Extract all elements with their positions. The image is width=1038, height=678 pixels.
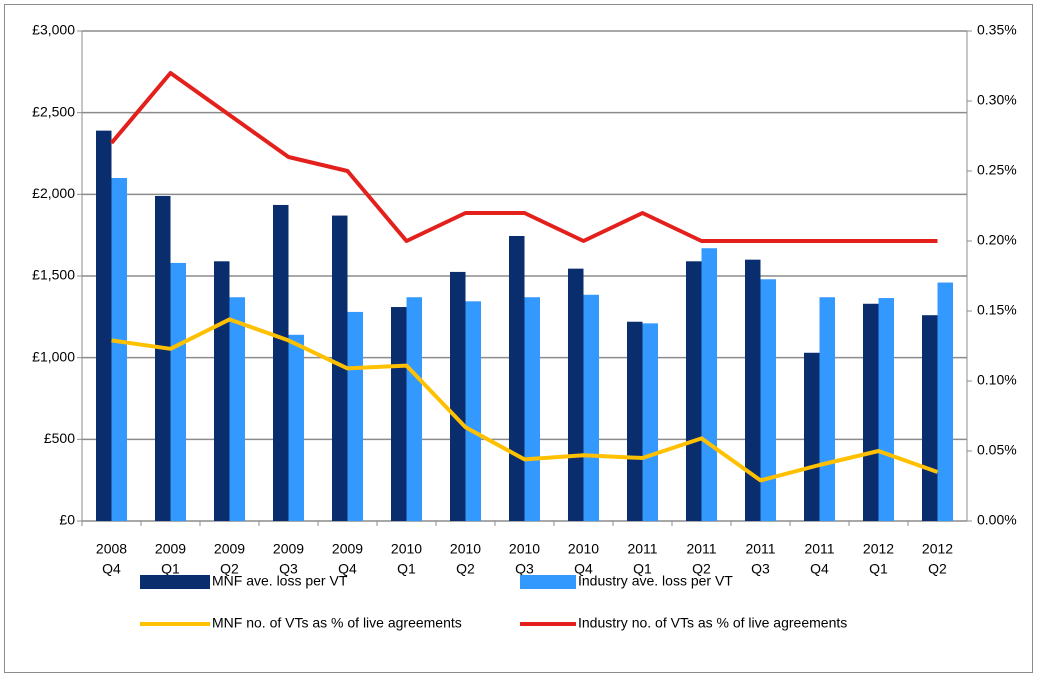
x-tick-label: Q4 bbox=[574, 561, 593, 577]
legend-swatch bbox=[520, 575, 576, 589]
bar bbox=[937, 282, 953, 521]
x-tick-label: Q4 bbox=[810, 561, 829, 577]
x-tick-label: 2009 bbox=[155, 541, 186, 557]
y2-tick-label: 0.15% bbox=[977, 302, 1017, 318]
x-tick-label: 2008 bbox=[96, 541, 127, 557]
bar bbox=[347, 311, 363, 521]
x-tick-label: 2011 bbox=[627, 541, 657, 557]
bar bbox=[273, 204, 289, 521]
x-tick-label: Q3 bbox=[515, 561, 534, 577]
legend-label: Industry ave. loss per VT bbox=[578, 573, 733, 589]
legend-label: MNF no. of VTs as % of live agreements bbox=[212, 615, 462, 631]
bar bbox=[583, 294, 599, 521]
x-tick-label: Q4 bbox=[338, 561, 357, 577]
bar bbox=[288, 334, 304, 521]
legend-swatch bbox=[140, 575, 210, 589]
x-tick-label: 2011 bbox=[686, 541, 716, 557]
y2-tick-label: 0.35% bbox=[977, 22, 1017, 38]
bar bbox=[760, 279, 776, 521]
y-tick-label: £2,000 bbox=[32, 185, 75, 201]
x-tick-label: 2012 bbox=[863, 541, 894, 557]
x-tick-label: Q1 bbox=[161, 561, 180, 577]
x-tick-label: 2011 bbox=[804, 541, 834, 557]
bar bbox=[465, 301, 481, 521]
bar bbox=[391, 307, 407, 521]
bar bbox=[701, 248, 717, 521]
bar bbox=[745, 259, 761, 521]
y-tick-label: £2,500 bbox=[32, 103, 75, 119]
bar bbox=[96, 130, 112, 521]
y-tick-label: £500 bbox=[44, 430, 75, 446]
line bbox=[111, 317, 939, 483]
y2-tick-label: 0.20% bbox=[977, 232, 1017, 248]
bar bbox=[819, 297, 835, 521]
x-tick-label: Q1 bbox=[869, 561, 888, 577]
bar bbox=[229, 297, 245, 521]
bar bbox=[642, 323, 658, 521]
y-tick-label: £0 bbox=[59, 512, 75, 528]
bar bbox=[214, 261, 230, 521]
x-tick-label: 2010 bbox=[450, 541, 481, 557]
x-tick-label: Q1 bbox=[633, 561, 652, 577]
x-tick-label: Q4 bbox=[102, 561, 121, 577]
y-tick-label: £1,000 bbox=[32, 348, 75, 364]
line bbox=[109, 71, 938, 243]
x-tick-label: 2010 bbox=[509, 541, 540, 557]
bar bbox=[524, 297, 540, 521]
bar bbox=[686, 261, 702, 521]
x-tick-label: 2011 bbox=[745, 541, 775, 557]
y2-tick-label: 0.00% bbox=[977, 512, 1017, 528]
y-tick-label: £1,500 bbox=[32, 267, 75, 283]
y2-tick-label: 0.05% bbox=[977, 442, 1017, 458]
legend-label: MNF ave. loss per VT bbox=[212, 573, 348, 589]
x-tick-label: Q1 bbox=[397, 561, 416, 577]
x-tick-label: 2009 bbox=[273, 541, 304, 557]
x-tick-label: Q2 bbox=[928, 561, 947, 577]
x-tick-label: 2009 bbox=[214, 541, 245, 557]
bar bbox=[863, 303, 879, 521]
x-tick-label: 2010 bbox=[568, 541, 599, 557]
x-tick-label: Q3 bbox=[279, 561, 298, 577]
bar bbox=[568, 268, 584, 521]
x-tick-label: Q3 bbox=[751, 561, 770, 577]
y2-tick-label: 0.30% bbox=[977, 92, 1017, 108]
x-tick-label: Q2 bbox=[692, 561, 711, 577]
x-tick-label: 2012 bbox=[922, 541, 953, 557]
bar bbox=[804, 352, 820, 521]
bar bbox=[155, 195, 171, 521]
bar bbox=[627, 321, 643, 521]
legend-label: Industry no. of VTs as % of live agreeme… bbox=[578, 615, 847, 631]
x-tick-label: Q2 bbox=[220, 561, 239, 577]
x-tick-label: 2009 bbox=[332, 541, 363, 557]
x-tick-label: 2010 bbox=[391, 541, 422, 557]
bar bbox=[922, 315, 938, 521]
y2-tick-label: 0.10% bbox=[977, 372, 1017, 388]
x-tick-label: Q2 bbox=[456, 561, 475, 577]
bar bbox=[406, 297, 422, 521]
bar bbox=[332, 215, 348, 522]
bar bbox=[170, 262, 186, 521]
y-tick-label: £3,000 bbox=[32, 22, 75, 38]
bar bbox=[111, 178, 127, 521]
bar bbox=[509, 235, 525, 521]
bar bbox=[450, 271, 466, 521]
bar bbox=[878, 298, 894, 521]
y2-tick-label: 0.25% bbox=[977, 162, 1017, 178]
